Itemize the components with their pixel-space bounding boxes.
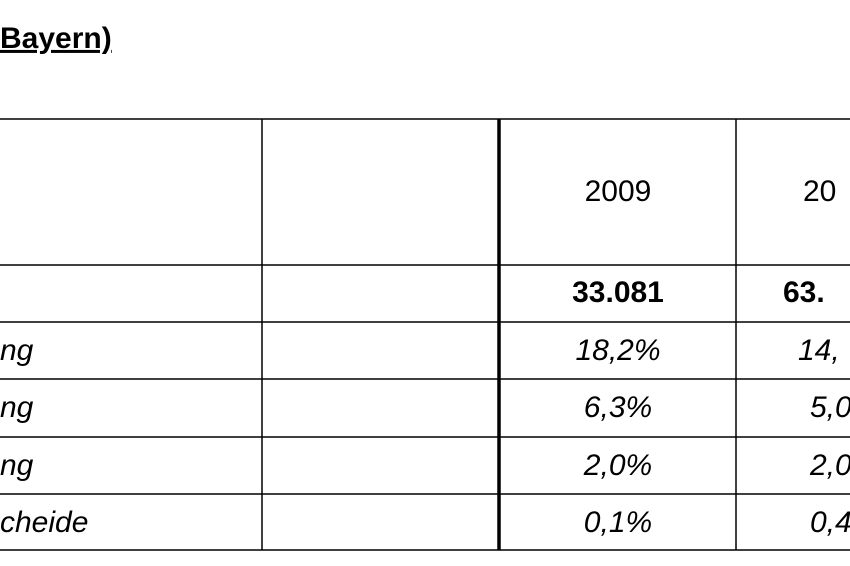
cell-value: 6,3%	[584, 391, 652, 424]
cell-value: 63.	[783, 276, 825, 309]
cell-value: 0,1%	[584, 506, 652, 539]
row-label: ng	[0, 449, 34, 482]
grid	[0, 118, 850, 551]
cell-value: 14,	[798, 334, 840, 367]
row-label: ng	[0, 334, 34, 367]
cell-value: 2,0%	[583, 449, 652, 482]
column-header: 20	[803, 175, 836, 208]
cell-value: 0,4	[810, 506, 850, 539]
cell-value: 33.081	[572, 276, 664, 309]
cell-value: 18,2%	[575, 334, 660, 367]
cell-value: 2,0	[809, 449, 850, 482]
row-label: cheide	[0, 506, 88, 539]
column-header: 2009	[585, 175, 652, 208]
title: Bayern)	[0, 22, 112, 55]
cell-value: 5,0	[810, 391, 850, 424]
row-label: ng	[0, 391, 34, 424]
